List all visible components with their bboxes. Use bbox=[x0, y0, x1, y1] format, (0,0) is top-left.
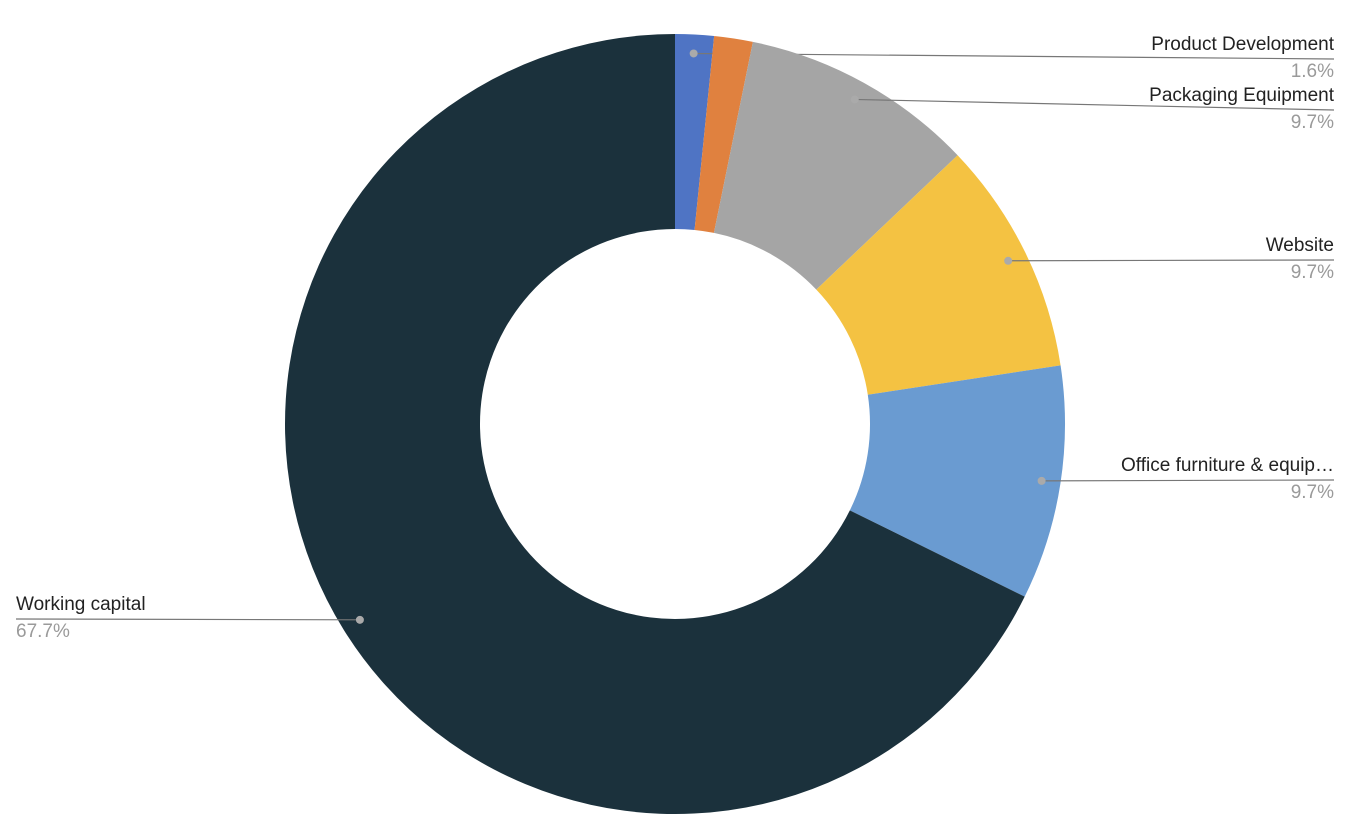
slice-value-label: 1.6% bbox=[1291, 61, 1334, 82]
slice-value-label: 9.7% bbox=[1291, 262, 1334, 283]
slice bbox=[713, 41, 958, 290]
slice-label: Website bbox=[1266, 235, 1334, 256]
leader-line bbox=[1008, 259, 1335, 262]
leader-dot bbox=[355, 615, 364, 624]
slice bbox=[285, 34, 1025, 814]
slice-value-label: 67.7% bbox=[16, 621, 70, 642]
leader-line bbox=[854, 98, 1335, 111]
slice-label: Office furniture & equip… bbox=[1121, 455, 1334, 476]
leader-line bbox=[693, 52, 1335, 60]
slice-value-label: 9.7% bbox=[1291, 112, 1334, 133]
slice-label: Product Development bbox=[1151, 34, 1334, 55]
leader-dot bbox=[1037, 476, 1046, 485]
slice bbox=[694, 35, 753, 233]
leader-line bbox=[15, 618, 360, 621]
leader-dot bbox=[850, 95, 859, 104]
slice-label: Packaging Equipment bbox=[1149, 85, 1335, 106]
slice bbox=[849, 365, 1065, 597]
leader-dot bbox=[1004, 256, 1013, 265]
slice bbox=[816, 155, 1061, 395]
slice-value-label: 9.7% bbox=[1291, 482, 1334, 503]
leader-dot bbox=[689, 49, 698, 58]
leader-line bbox=[1041, 479, 1335, 482]
slice bbox=[675, 34, 715, 230]
slice-label: Working capital bbox=[16, 594, 146, 615]
